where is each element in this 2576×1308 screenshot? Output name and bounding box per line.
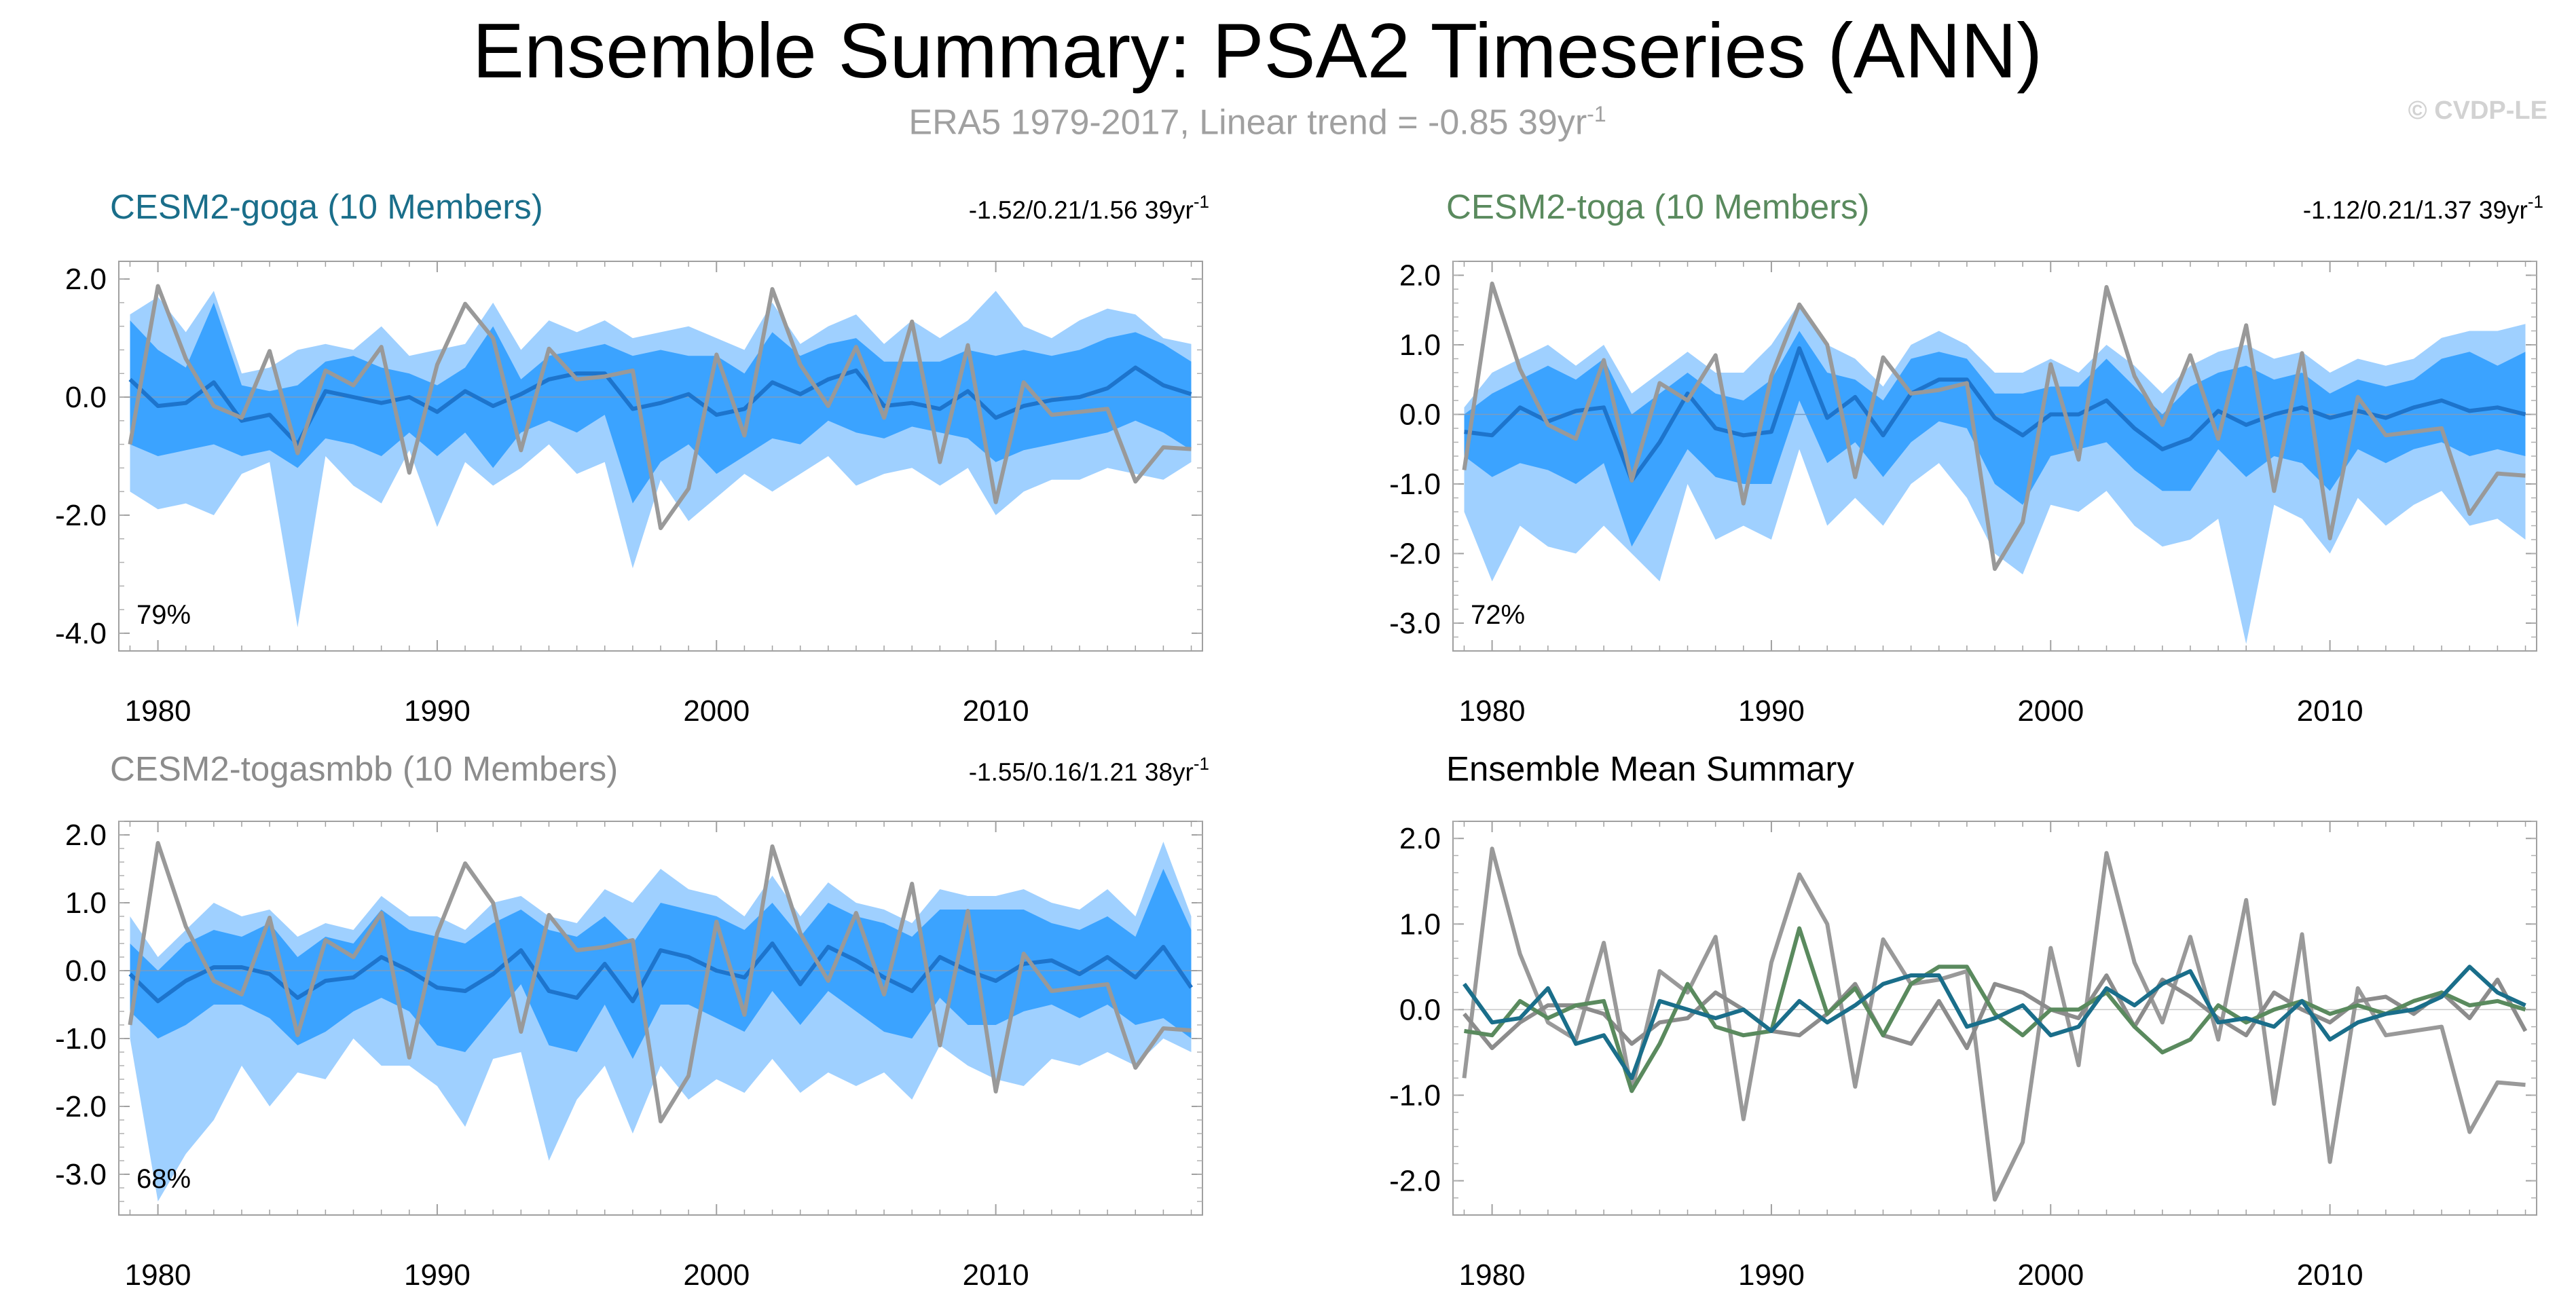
x-tick-label: 2000: [683, 694, 750, 728]
y-tick-label: -2.0: [55, 1090, 107, 1123]
trend-stats-text: -1.55/0.16/1.21 38yr: [969, 758, 1194, 786]
y-tick-label: 0.0: [1399, 993, 1441, 1026]
x-tick-label: 1980: [1459, 1258, 1526, 1292]
plot-area: [119, 841, 1202, 1201]
x-tick-label: 2010: [963, 694, 1029, 728]
y-tick-label: 1.0: [65, 886, 107, 920]
x-tick-label: 2000: [683, 1258, 750, 1292]
x-tick-label: 1980: [125, 1258, 191, 1292]
series-line-cesm2-toga: [1464, 926, 2526, 1094]
y-tick-label: 2.0: [1399, 259, 1441, 293]
era5-obs-line: [128, 841, 1192, 1123]
x-tick-label: 1980: [125, 694, 191, 728]
y-tick-label: 2.0: [65, 263, 107, 296]
inner-spread-band: [130, 869, 1192, 1059]
trend-stats-text: -1.12/0.21/1.37 39yr: [2303, 196, 2528, 224]
panel-title: CESM2-toga (10 Members): [1446, 187, 1870, 226]
x-tick-label: 2010: [963, 1258, 1029, 1292]
y-tick-label: -3.0: [55, 1158, 107, 1191]
x-tick-label: 2000: [2017, 1258, 2084, 1292]
panel-title: CESM2-togasmbb (10 Members): [110, 749, 618, 788]
x-tick-label: 2010: [2297, 694, 2363, 728]
y-tick-label: -1.0: [1389, 468, 1441, 501]
main-title: Ensemble Summary: PSA2 Timeseries (ANN): [472, 8, 2043, 94]
panel-title: CESM2-goga (10 Members): [110, 187, 543, 226]
panel-title: Ensemble Mean Summary: [1446, 749, 1854, 788]
y-tick-label: 2.0: [1399, 822, 1441, 855]
y-tick-label: 0.0: [1399, 398, 1441, 432]
trend-stats: -1.12/0.21/1.37 39yr-1: [2303, 191, 2543, 224]
panel-togasmbb: 2.0 1.0 0.0 -1.0 -2.0 -3.0 1980 1990 2000 2010 CES…: [55, 749, 1209, 1292]
y-tick-label: 2.0: [65, 819, 107, 852]
x-tick-label: 1980: [1459, 694, 1526, 728]
pattern-correlation-label: 68%: [136, 1164, 191, 1194]
era5-obs-line: [1462, 281, 2526, 572]
copyright-notice: © CVDP-LE: [2408, 96, 2547, 125]
x-tick-label: 1990: [404, 694, 471, 728]
trend-stats-superscript: -1: [1194, 191, 1209, 212]
plot-area: [1453, 846, 2537, 1202]
ensemble-mean-line: [128, 941, 1193, 1003]
series-line-era5: [1462, 846, 2526, 1202]
panel-goga: 2.0 0.0 -2.0 -4.0 1980 1990 2000 2010 CESM2-goga…: [55, 187, 1209, 728]
y-tick-label: -3.0: [1389, 607, 1441, 640]
x-tick-label: 1990: [404, 1258, 471, 1292]
y-tick-label: 0.0: [65, 381, 107, 414]
x-tick-label: 2000: [2017, 694, 2084, 728]
ensemble-mean-line: [1464, 346, 2526, 483]
era5-obs-line: [128, 284, 1192, 531]
series-line-cesm2-goga: [1462, 965, 2526, 1081]
plot-area: [1453, 281, 2537, 644]
panel-toga: 2.0 1.0 0.0 -1.0 -2.0 -3.0 1980 1990 2000 2010 CES…: [1389, 187, 2543, 728]
panel-ensemble-mean-summary: 2.0 1.0 0.0 -1.0 -2.0 1980 1990 2000 2010 Ensembl…: [1389, 749, 2537, 1292]
pattern-correlation-label: 79%: [136, 600, 191, 630]
y-tick-label: -1.0: [1389, 1079, 1441, 1112]
trend-stats: -1.52/0.21/1.56 39yr-1: [969, 191, 1209, 224]
pattern-correlation-label: 72%: [1471, 600, 1525, 630]
subtitle-text: ERA5 1979-2017, Linear trend = -0.85 39y…: [908, 102, 1587, 143]
y-tick-label: 1.0: [1399, 908, 1441, 941]
trend-stats-text: -1.52/0.21/1.56 39yr: [969, 196, 1194, 224]
x-tick-label: 2010: [2297, 1258, 2363, 1292]
y-tick-label: 0.0: [65, 954, 107, 988]
subtitle-superscript: -1: [1587, 102, 1606, 126]
y-tick-label: -1.0: [55, 1022, 107, 1055]
subtitle: ERA5 1979-2017, Linear trend = -0.85 39y…: [0, 102, 2515, 143]
trend-stats: -1.55/0.16/1.21 38yr-1: [969, 753, 1209, 786]
inner-spread-band: [1464, 331, 2526, 547]
y-tick-label: -2.0: [55, 499, 107, 532]
x-tick-label: 1990: [1738, 1258, 1805, 1292]
y-tick-label: 1.0: [1399, 329, 1441, 362]
x-tick-label: 1990: [1738, 694, 1805, 728]
plot-area: [119, 284, 1202, 628]
trend-stats-superscript: -1: [2528, 191, 2543, 212]
y-tick-label: -2.0: [1389, 538, 1441, 571]
y-tick-label: -2.0: [1389, 1165, 1441, 1198]
y-tick-label: -4.0: [55, 617, 107, 650]
trend-stats-superscript: -1: [1194, 753, 1209, 774]
